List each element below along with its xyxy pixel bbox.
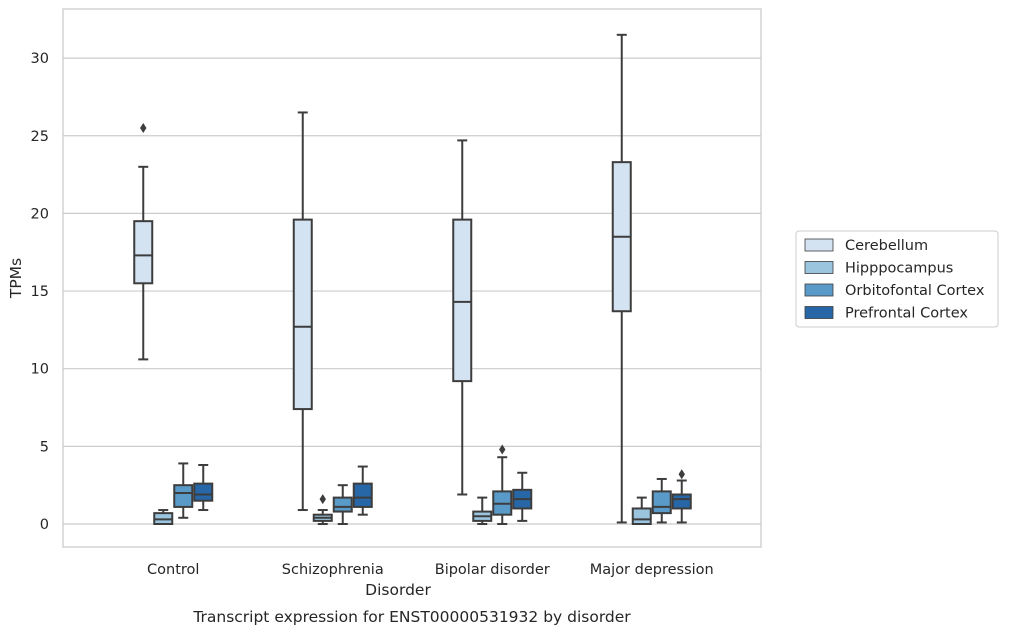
box-hipppocampus [312,494,333,525]
y-tick-label: 20 [31,206,49,222]
box-body [631,507,652,526]
y-tick-label: 10 [31,362,49,378]
box-hipppocampus [631,496,652,526]
y-axis-label: TPMs [7,258,25,299]
box-body [193,482,214,502]
y-tick-label: 15 [31,284,49,300]
legend-swatch [804,283,834,297]
y-tick-label: 25 [31,129,49,145]
y-tick-labels: 0 5 10 15 20 25 30 [31,51,49,533]
y-tick-label: 30 [31,51,49,67]
box-cerebellum [292,111,313,512]
chart-caption: Transcript expression for ENST0000053193… [192,608,631,626]
box-hipppocampus [153,509,174,526]
x-tick-label: Major depression [590,562,714,578]
box-body [332,496,353,513]
box-orbitofontal-cortex [651,477,672,524]
box-prefrontal-cortex [512,471,533,522]
legend-label: Cerebellum [845,238,928,254]
box-cerebellum [133,122,154,361]
box-body [651,490,672,515]
box-body [671,493,692,510]
box-orbitofontal-cortex [492,444,513,525]
box-body [133,220,154,285]
plot-marks [133,33,692,526]
box-orbitofontal-cortex [173,462,194,519]
grid-lines [63,57,761,525]
box-body [173,484,194,508]
outlier-point [678,469,685,480]
plot-area-frame [62,8,762,548]
legend-label: Hipppocampus [845,261,953,277]
box-hipppocampus [472,496,493,525]
legend-frame [795,230,999,328]
x-tick-labels: Control Schizophrenia Bipolar disorder Majo… [147,562,714,578]
x-axis-label: Disorder [365,581,431,599]
box-prefrontal-cortex [671,469,692,524]
box-body [352,482,373,508]
outlier-point [319,494,326,505]
legend-swatch [804,261,834,274]
box-body [452,218,473,383]
box-prefrontal-cortex [352,465,373,516]
y-tick-label: 5 [40,439,49,455]
legend-label: Prefrontal Cortex [845,306,968,322]
y-tick-label: 0 [40,517,49,533]
legend-swatch [804,238,834,252]
box-cerebellum [452,139,473,496]
x-tick-label: Bipolar disorder [435,562,550,578]
legend-swatch [804,306,834,319]
x-tick-label: Schizophrenia [282,562,384,578]
box-prefrontal-cortex [193,463,214,512]
outlier-point [499,444,506,455]
box-orbitofontal-cortex [332,484,353,525]
outlier-point [140,122,147,133]
legend: Cerebellum Hipppocampus Orbitofontal Corte… [795,230,999,328]
box-cerebellum [611,33,632,524]
legend-label: Orbitofontal Cortex [845,283,985,299]
x-tick-label: Control [147,562,199,578]
box-body [292,218,313,411]
